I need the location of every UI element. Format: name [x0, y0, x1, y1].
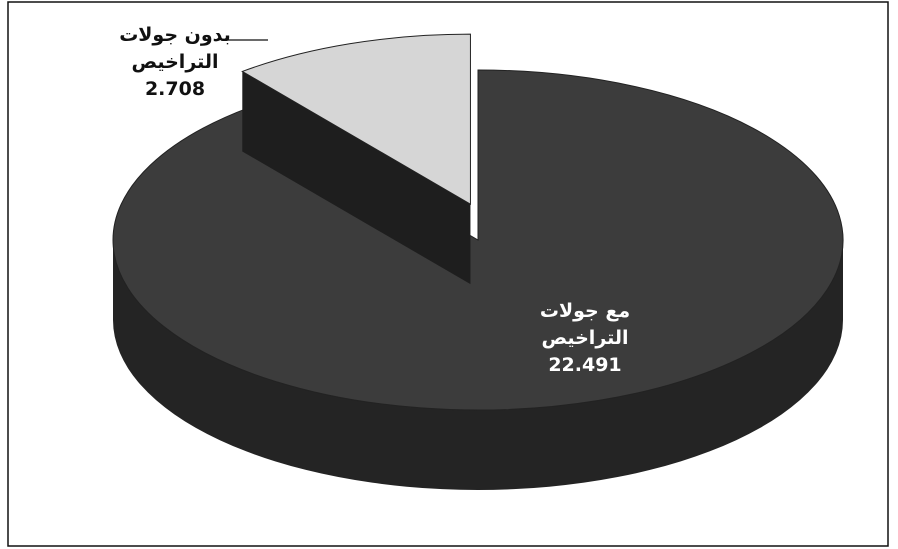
value-label: 2.708: [144, 78, 206, 100]
label-large: مع جولات التراخيص 22.491: [520, 298, 650, 379]
category-label: مع جولات التراخيص: [539, 300, 631, 349]
slice-side: [113, 240, 843, 490]
pie-slice: [241, 33, 471, 206]
slice-face: [242, 71, 471, 285]
pie-slice: [112, 69, 844, 411]
value-label: 22.491: [548, 354, 622, 376]
label-small: بدون جولات التراخيص 2.708: [95, 22, 255, 103]
category-label: بدون جولات التراخيص: [119, 24, 231, 73]
